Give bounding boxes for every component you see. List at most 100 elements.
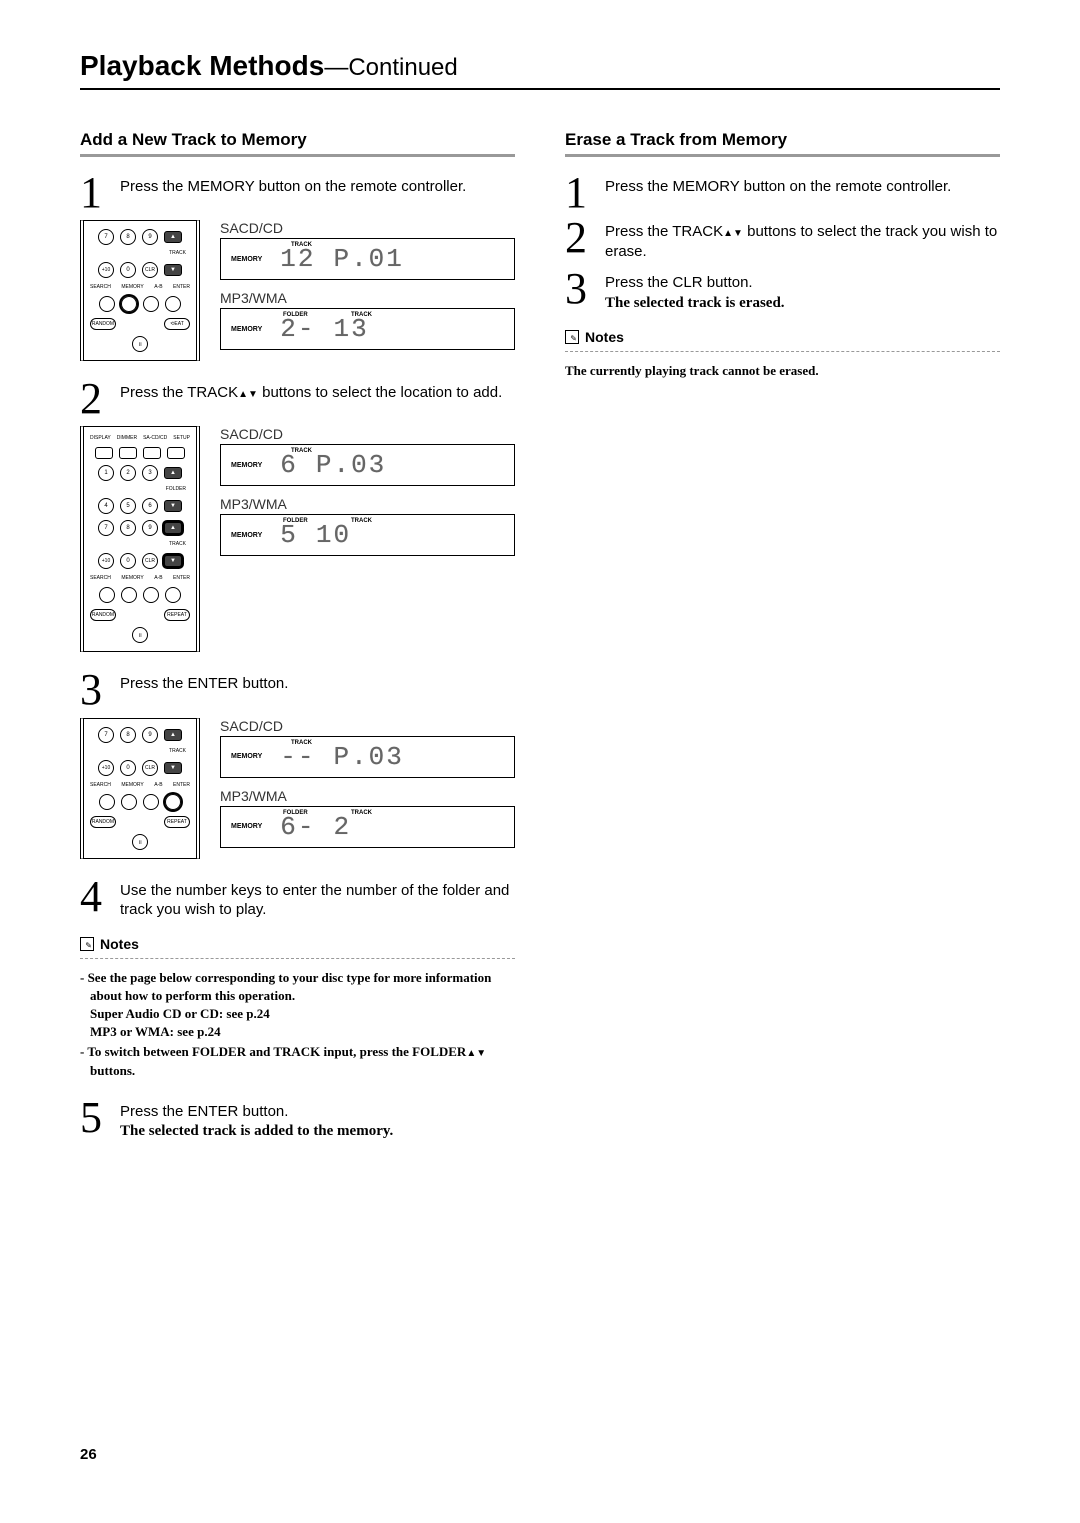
remote-btn-8: 8 bbox=[120, 520, 136, 536]
step-number: 2 bbox=[565, 220, 593, 255]
left-step-2: 2 Press the TRACK buttons to select the … bbox=[80, 381, 515, 416]
remote-btn-8: 8 bbox=[120, 727, 136, 743]
step-number: 3 bbox=[565, 271, 593, 306]
lcd-mp3-1: MEMORY FOLDER TRACK 2- 13 bbox=[220, 308, 515, 350]
arrow-up-icon bbox=[238, 384, 248, 401]
seg-value: 5 bbox=[280, 520, 298, 550]
arrow-down-icon bbox=[476, 1044, 486, 1059]
remote-btn bbox=[121, 794, 137, 810]
mp3-label: MP3/WMA bbox=[220, 496, 515, 512]
remote-btn-7: 7 bbox=[98, 727, 114, 743]
remote-btn-9: 9 bbox=[142, 520, 158, 536]
arrow-down-icon bbox=[733, 223, 743, 240]
displays-1: SACD/CD MEMORY TRACK 12 P.01 MP3/WMA MEM… bbox=[220, 220, 515, 360]
seg-value: P.03 bbox=[333, 742, 403, 772]
arrow-up-icon bbox=[466, 1044, 476, 1059]
step-text: Press the TRACK buttons to select the tr… bbox=[605, 220, 1000, 261]
remote-diagram-1: 7 8 9 ▲ TRACK +10 0 CLR ▼ SEARCH MEMORY … bbox=[80, 220, 200, 361]
remote-diagram-2: DISPLAY DIMMER SA-CD/CD SETUP 1 2 3 ▲ bbox=[80, 426, 200, 652]
mp3-label: MP3/WMA bbox=[220, 788, 515, 804]
remote-track-label: TRACK bbox=[169, 251, 186, 256]
arrow-down-icon bbox=[248, 384, 258, 401]
remote-folder-label: FOLDER bbox=[166, 487, 186, 492]
remote-btn-9: 9 bbox=[142, 727, 158, 743]
notes-label: Notes bbox=[585, 329, 624, 345]
sacd-label: SACD/CD bbox=[220, 718, 515, 734]
notes-icon: ✎ bbox=[565, 330, 579, 344]
seg-value: -- bbox=[280, 742, 315, 772]
remote-btn-0: 0 bbox=[120, 553, 136, 569]
left-step-3: 3 Press the ENTER button. bbox=[80, 672, 515, 707]
remote-track-label: TRACK bbox=[169, 749, 186, 754]
page-number: 26 bbox=[80, 1446, 97, 1463]
arrow-up-icon bbox=[723, 223, 733, 240]
lcd-sacd-1: MEMORY TRACK 12 P.01 bbox=[220, 238, 515, 280]
left-step-1: 1 Press the MEMORY button on the remote … bbox=[80, 175, 515, 210]
remote-diagram-3: 7 8 9 ▲ TRACK +10 0 CLR ▼ SEARCH MEMORY … bbox=[80, 718, 200, 859]
remote-btn-search bbox=[99, 296, 115, 312]
remote-btn-enter bbox=[165, 794, 181, 810]
displays-3: SACD/CD MEMORY TRACK -- P.03 MP3/WMA MEM… bbox=[220, 718, 515, 858]
remote-btn-clr: CLR bbox=[142, 262, 158, 278]
remote-btn-7: 7 bbox=[98, 520, 114, 536]
remote-btn bbox=[167, 447, 185, 459]
remote-btn-pause: ॥ bbox=[132, 336, 148, 352]
remote-btn bbox=[99, 587, 115, 603]
remote-btn-plus10: +10 bbox=[98, 760, 114, 776]
remote-btn-8: 8 bbox=[120, 229, 136, 245]
remote-btn-up: ▲ bbox=[164, 729, 182, 741]
right-step-2: 2 Press the TRACK buttons to select the … bbox=[565, 220, 1000, 261]
content-columns: Add a New Track to Memory 1 Press the ME… bbox=[80, 130, 1000, 1152]
notes-header: ✎ Notes bbox=[565, 329, 1000, 345]
seg-value: 6 bbox=[280, 450, 298, 480]
seg-value: 13 bbox=[333, 314, 368, 344]
lcd-sacd-3: MEMORY TRACK -- P.03 bbox=[220, 736, 515, 778]
remote-btn-6: 6 bbox=[142, 498, 158, 514]
remote-btn-down: ▼ bbox=[164, 264, 182, 276]
add-track-title: Add a New Track to Memory bbox=[80, 130, 515, 157]
remote-top-labels: DISPLAY DIMMER SA-CD/CD SETUP bbox=[90, 435, 190, 441]
step-result: The selected track is added to the memor… bbox=[120, 1123, 393, 1139]
remote-btn-random: RANDOM bbox=[90, 609, 116, 621]
mp3-label: MP3/WMA bbox=[220, 290, 515, 306]
right-step-1: 1 Press the MEMORY button on the remote … bbox=[565, 175, 1000, 210]
seg-value: P.01 bbox=[333, 244, 403, 274]
diagram-row-2: DISPLAY DIMMER SA-CD/CD SETUP 1 2 3 ▲ bbox=[80, 426, 515, 652]
remote-btn-2: 2 bbox=[120, 465, 136, 481]
lcd-mp3-2: MEMORY FOLDER TRACK 5 10 bbox=[220, 514, 515, 556]
step-text: Press the MEMORY button on the remote co… bbox=[605, 175, 951, 197]
remote-btn bbox=[143, 794, 159, 810]
remote-btn-0: 0 bbox=[120, 262, 136, 278]
notes-body: The currently playing track cannot be er… bbox=[565, 362, 1000, 380]
step-text: Press the ENTER button. bbox=[120, 672, 288, 694]
left-step-5: 5 Press the ENTER button. The selected t… bbox=[80, 1100, 515, 1142]
seg-value: 2 bbox=[333, 812, 351, 842]
remote-btn-3: 3 bbox=[142, 465, 158, 481]
remote-btn-random: RANDOM bbox=[90, 318, 116, 330]
step-number: 5 bbox=[80, 1100, 108, 1135]
remote-btn-up: ▲ bbox=[164, 522, 182, 534]
diagram-row-1: 7 8 9 ▲ TRACK +10 0 CLR ▼ SEARCH MEMORY … bbox=[80, 220, 515, 361]
remote-btn bbox=[165, 587, 181, 603]
remote-btn-random: RANDOM bbox=[90, 816, 116, 828]
notes-divider bbox=[80, 958, 515, 959]
left-step-4: 4 Use the number keys to enter the numbe… bbox=[80, 879, 515, 920]
title-continued: —Continued bbox=[324, 54, 457, 81]
step-text: Press the CLR button. The selected track… bbox=[605, 271, 785, 313]
remote-btn-1: 1 bbox=[98, 465, 114, 481]
remote-btn-9: 9 bbox=[142, 229, 158, 245]
remote-btn-down: ▼ bbox=[164, 762, 182, 774]
remote-mid-labels: SEARCH MEMORY A-B ENTER bbox=[90, 575, 190, 581]
remote-btn-up: ▲ bbox=[164, 467, 182, 479]
step-text: Use the number keys to enter the number … bbox=[120, 879, 515, 920]
remote-btn-plus10: +10 bbox=[98, 553, 114, 569]
displays-2: SACD/CD MEMORY TRACK 6 P.03 MP3/WMA MEMO… bbox=[220, 426, 515, 566]
remote-btn-down: ▼ bbox=[164, 500, 182, 512]
diagram-row-3: 7 8 9 ▲ TRACK +10 0 CLR ▼ SEARCH MEMORY … bbox=[80, 718, 515, 859]
note-item: - To switch between FOLDER and TRACK inp… bbox=[90, 1043, 515, 1079]
seg-value: 2- bbox=[280, 314, 315, 344]
seg-value: P.03 bbox=[316, 450, 386, 480]
note-item: - See the page below corresponding to yo… bbox=[90, 969, 515, 1042]
remote-btn-plus10: +10 bbox=[98, 262, 114, 278]
seg-value: 6- bbox=[280, 812, 315, 842]
